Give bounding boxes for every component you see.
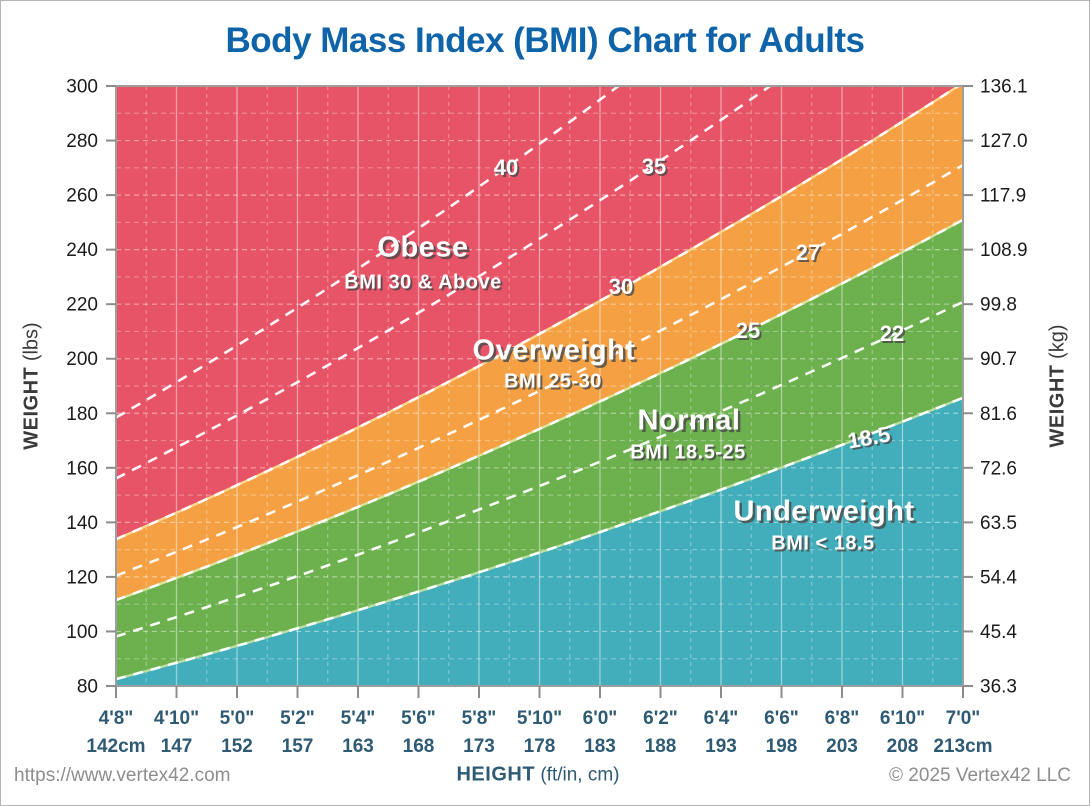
y-tick-label-lbs: 220 <box>66 295 98 316</box>
y-tick-label-lbs: 160 <box>66 458 98 479</box>
x-tick-label-cm: 168 <box>403 736 435 757</box>
x-tick-label-ftin: 5'0" <box>220 708 255 729</box>
y-tick-label-lbs: 200 <box>66 349 98 370</box>
x-tick-label-ftin: 5'8" <box>462 708 497 729</box>
x-tick-label-cm: 147 <box>161 736 193 757</box>
contour-line-bmi-22 <box>116 300 963 638</box>
contour-line-bmi-35 <box>116 86 773 480</box>
footer-website-url: https://www.vertex42.com <box>14 765 231 786</box>
contour-line-bmi-18.5 <box>116 396 963 681</box>
y-axis-title-lbs: WEIGHT (lbs) <box>21 322 44 449</box>
y-axis-title-lbs-unit: (lbs) <box>20 322 43 367</box>
x-tick-label-ftin: 5'6" <box>401 708 436 729</box>
y-tick-label-lbs: 280 <box>66 131 98 152</box>
y-axis-title-lbs-bold: WEIGHT <box>20 366 43 450</box>
page-title: Body Mass Index (BMI) Chart for Adults <box>225 21 865 60</box>
x-tick-label-cm: 157 <box>282 736 314 757</box>
x-tick-label-ftin: 7'0" <box>946 708 981 729</box>
x-tick-label-ftin: 6'0" <box>583 708 618 729</box>
y-tick-label-lbs: 120 <box>66 567 98 588</box>
x-axis-title-bold: HEIGHT <box>456 763 536 786</box>
x-tick-label-ftin: 4'10" <box>154 708 199 729</box>
x-tick-label-ftin: 4'8" <box>99 708 134 729</box>
band-underweight <box>116 397 963 686</box>
x-tick-label-ftin: 6'4" <box>704 708 739 729</box>
x-tick-label-ftin: 5'10" <box>517 708 562 729</box>
x-tick-label-cm: 178 <box>524 736 556 757</box>
y-tick-label-lbs: 300 <box>66 77 98 98</box>
y-tick-label-kg: 72.6 <box>980 458 1017 479</box>
x-tick-label-ftin: 6'8" <box>825 708 860 729</box>
y-tick-label-lbs: 180 <box>66 404 98 425</box>
y-tick-label-kg: 127.0 <box>980 131 1028 152</box>
y-axis-title-kg: WEIGHT (kg) <box>1047 325 1070 448</box>
x-tick-label-cm: 183 <box>584 736 616 757</box>
x-tick-label-cm: 208 <box>887 736 919 757</box>
y-tick-label-kg: 136.1 <box>980 77 1028 98</box>
y-tick-label-kg: 81.6 <box>980 404 1017 425</box>
x-axis-title: HEIGHT (ft/in, cm) <box>456 764 619 787</box>
x-tick-label-cm: 193 <box>705 736 737 757</box>
x-tick-label-cm: 163 <box>342 736 374 757</box>
y-axis-title-kg-unit: (kg) <box>1046 324 1069 365</box>
y-tick-label-kg: 36.3 <box>980 677 1017 698</box>
y-tick-label-kg: 90.7 <box>980 349 1017 370</box>
contour-line-bmi-25 <box>116 218 963 602</box>
contour-line-bmi-27 <box>116 163 963 577</box>
y-tick-label-kg: 63.5 <box>980 513 1017 534</box>
contour-line-bmi-30 <box>116 86 961 541</box>
x-tick-label-cm: 188 <box>645 736 677 757</box>
x-tick-label-cm: 152 <box>221 736 253 757</box>
y-tick-label-kg: 99.8 <box>980 295 1017 316</box>
y-tick-label-lbs: 80 <box>77 677 98 698</box>
y-tick-label-lbs: 140 <box>66 513 98 534</box>
x-axis-title-unit: (ft/in, cm) <box>535 764 620 786</box>
x-tick-label-ftin: 5'4" <box>341 708 376 729</box>
y-tick-label-lbs: 100 <box>66 622 98 643</box>
y-axis-title-kg-bold: WEIGHT <box>1046 364 1069 448</box>
x-tick-label-ftin: 6'6" <box>764 708 799 729</box>
footer-copyright: © 2025 Vertex42 LLC <box>889 765 1071 786</box>
y-tick-label-kg: 108.9 <box>980 240 1028 261</box>
x-tick-label-cm: 142cm <box>86 736 145 757</box>
y-tick-label-lbs: 260 <box>66 186 98 207</box>
x-tick-label-cm: 203 <box>826 736 858 757</box>
contour-line-bmi-40 <box>116 86 621 419</box>
x-tick-label-cm: 198 <box>766 736 798 757</box>
y-tick-label-lbs: 240 <box>66 240 98 261</box>
plot-area <box>116 86 963 686</box>
x-tick-label-ftin: 6'10" <box>880 708 925 729</box>
y-tick-label-kg: 117.9 <box>980 186 1026 207</box>
x-tick-label-ftin: 6'2" <box>643 708 678 729</box>
y-tick-label-kg: 45.4 <box>980 622 1017 643</box>
x-tick-label-cm: 173 <box>463 736 495 757</box>
y-tick-label-kg: 54.4 <box>980 567 1017 588</box>
x-tick-label-ftin: 5'2" <box>280 708 315 729</box>
x-tick-label-cm: 213cm <box>933 736 992 757</box>
